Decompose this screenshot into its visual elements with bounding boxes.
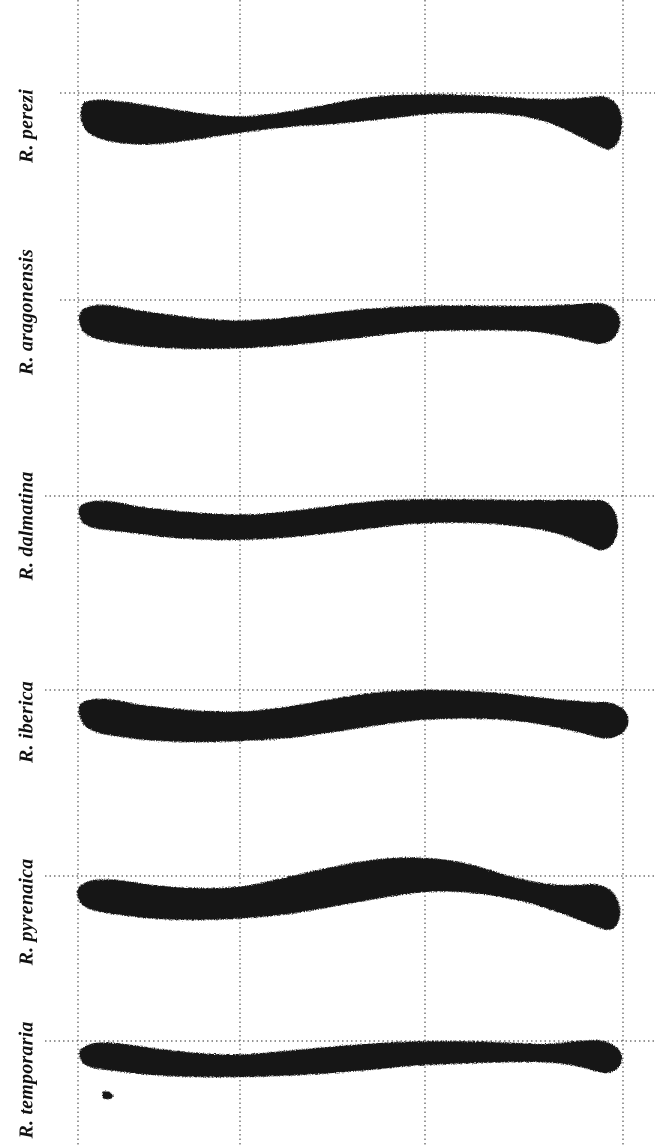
species-label-text: R. temporaria: [15, 1021, 38, 1139]
bone-silhouettes: [77, 94, 629, 1100]
bone-silhouette-iberica: [78, 689, 629, 743]
species-label-text: R. perezi: [15, 88, 38, 164]
bone-silhouette-pyrenaica: [77, 857, 620, 931]
species-label-text: R. aragonensis: [15, 248, 38, 376]
bone-silhouette-dalmatina: [78, 499, 619, 551]
bone-silhouette-perezi: [80, 94, 622, 150]
species-label-text: R. iberica: [15, 681, 38, 763]
bone-silhouette-aragonensis: [79, 303, 620, 349]
bone-fragment: [102, 1091, 113, 1100]
species-label-text: R. dalmatina: [15, 471, 38, 581]
bone-silhouette-temporaria: [79, 1040, 622, 1078]
species-label-text: R. pyrenaica: [15, 858, 38, 966]
reference-grid: [45, 0, 655, 1145]
